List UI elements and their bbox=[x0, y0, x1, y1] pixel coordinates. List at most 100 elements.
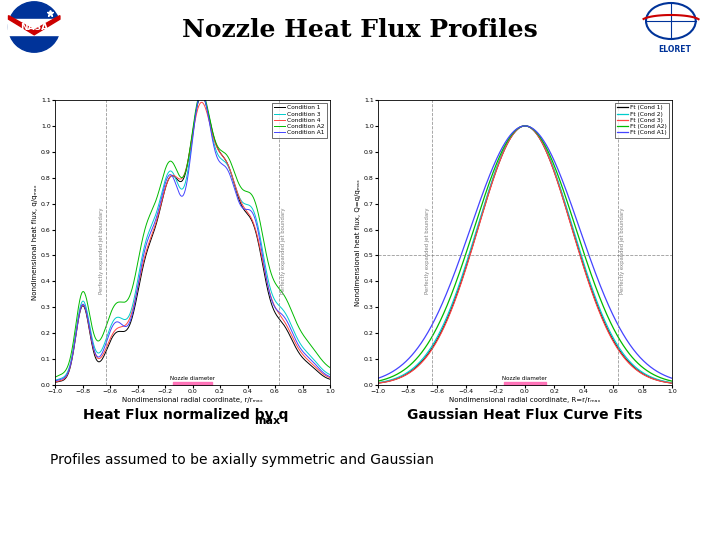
Ft (Cond A1) bbox=[595, 281, 604, 288]
Condition A2 bbox=[325, 364, 334, 371]
Condition 3 bbox=[235, 193, 243, 200]
Condition 3 bbox=[325, 372, 334, 378]
Condition 4 bbox=[99, 350, 108, 356]
Text: Perfectly expanded jet boundary: Perfectly expanded jet boundary bbox=[282, 207, 286, 294]
Ft (Cond 1) bbox=[374, 380, 382, 386]
Condition 3 bbox=[50, 377, 59, 383]
Ft (Cond 2) bbox=[521, 123, 529, 129]
Condition A1 bbox=[258, 252, 267, 259]
Ft (Cond A1) bbox=[507, 131, 516, 138]
Condition 1 bbox=[122, 327, 130, 334]
Condition 3 bbox=[197, 90, 206, 97]
Condition 3 bbox=[122, 316, 130, 323]
Text: Gaussian Heat Flux Curve Fits: Gaussian Heat Flux Curve Fits bbox=[408, 408, 643, 422]
Condition 4 bbox=[258, 257, 267, 264]
Ft (Cond 3) bbox=[547, 162, 556, 168]
Line: Condition 4: Condition 4 bbox=[55, 103, 330, 382]
Ft (Cond 1) bbox=[547, 161, 556, 168]
Condition A1 bbox=[235, 199, 243, 206]
Ft (Cond 2) bbox=[667, 380, 676, 386]
Condition A2 bbox=[213, 143, 222, 150]
Ft (Cond A2) bbox=[449, 286, 458, 292]
Line: Ft (Cond A2): Ft (Cond A2) bbox=[378, 126, 672, 381]
Condition 3 bbox=[213, 151, 222, 157]
Ft (Cond 3) bbox=[595, 310, 604, 316]
Ft (Cond 2) bbox=[426, 346, 434, 352]
Ft (Cond 3) bbox=[449, 301, 458, 308]
Text: Mars Science Laboratory: Mars Science Laboratory bbox=[4, 57, 107, 66]
Ft (Cond A2) bbox=[595, 295, 604, 301]
Condition 4 bbox=[325, 374, 334, 381]
Y-axis label: Nondimensional heat flux, Q=q/qₘₐₓ: Nondimensional heat flux, Q=q/qₘₐₓ bbox=[355, 179, 361, 306]
Text: Perfectly expanded jet boundary: Perfectly expanded jet boundary bbox=[99, 207, 104, 294]
Ft (Cond 3) bbox=[507, 134, 516, 140]
Condition 1 bbox=[213, 145, 222, 151]
Ft (Cond A2) bbox=[507, 132, 516, 139]
Condition A1 bbox=[122, 323, 130, 330]
Ft (Cond A2) bbox=[667, 378, 676, 384]
Legend: Condition 1, Condition 3, Condition 4, Condition A2, Condition A1: Condition 1, Condition 3, Condition 4, C… bbox=[272, 103, 327, 138]
Ft (Cond 1) bbox=[667, 380, 676, 386]
Ft (Cond 3) bbox=[521, 123, 529, 129]
Line: Ft (Cond 1): Ft (Cond 1) bbox=[378, 126, 672, 383]
Line: Ft (Cond 3): Ft (Cond 3) bbox=[378, 126, 672, 383]
Condition 1 bbox=[175, 178, 184, 185]
Condition A2 bbox=[99, 330, 108, 336]
Line: Condition 1: Condition 1 bbox=[55, 96, 330, 382]
Condition 1 bbox=[258, 261, 267, 267]
Ft (Cond A2) bbox=[547, 156, 556, 163]
Ft (Cond 3) bbox=[426, 349, 434, 355]
Text: Nozzle diameter: Nozzle diameter bbox=[503, 376, 547, 381]
Ft (Cond 2) bbox=[595, 306, 604, 312]
Ft (Cond 2) bbox=[449, 297, 458, 303]
Text: 15/23: 15/23 bbox=[693, 57, 716, 66]
Condition A2 bbox=[50, 374, 59, 381]
Condition 1 bbox=[99, 353, 108, 360]
Text: Perfectly expanded jet boundary: Perfectly expanded jet boundary bbox=[426, 207, 430, 294]
Ft (Cond 2) bbox=[374, 380, 382, 386]
FancyBboxPatch shape bbox=[9, 19, 60, 35]
Text: Perfectly expanded jet boundary: Perfectly expanded jet boundary bbox=[620, 207, 625, 294]
Condition 1 bbox=[235, 196, 243, 202]
Line: Condition A1: Condition A1 bbox=[55, 92, 330, 381]
Ft (Cond 2) bbox=[547, 160, 556, 167]
Ft (Cond A1) bbox=[521, 123, 529, 129]
Line: Ft (Cond A1): Ft (Cond A1) bbox=[378, 126, 672, 379]
Ft (Cond A1) bbox=[570, 212, 579, 218]
Condition A1 bbox=[325, 373, 334, 380]
Ft (Cond 3) bbox=[570, 235, 579, 241]
Line: Ft (Cond 2): Ft (Cond 2) bbox=[378, 126, 672, 383]
Ft (Cond 3) bbox=[667, 380, 676, 387]
Ft (Cond A1) bbox=[449, 272, 458, 279]
Condition 4 bbox=[197, 99, 206, 106]
Condition 4 bbox=[213, 145, 222, 152]
Text: Nozzle diameter: Nozzle diameter bbox=[170, 376, 215, 381]
Line: Condition 3: Condition 3 bbox=[55, 93, 330, 380]
Condition 1 bbox=[197, 93, 206, 99]
Ft (Cond 2) bbox=[570, 231, 579, 238]
Condition A2 bbox=[235, 181, 243, 187]
Condition 1 bbox=[50, 379, 59, 386]
Condition A1 bbox=[175, 191, 184, 197]
Ft (Cond 1) bbox=[449, 300, 458, 306]
Condition A2 bbox=[197, 89, 206, 96]
Condition A1 bbox=[197, 89, 206, 96]
Ft (Cond A1) bbox=[426, 325, 434, 332]
Ft (Cond A1) bbox=[667, 375, 676, 382]
Condition 4 bbox=[235, 194, 243, 200]
Ft (Cond A2) bbox=[374, 378, 382, 384]
Condition A1 bbox=[99, 347, 108, 353]
Ft (Cond A1) bbox=[547, 152, 556, 159]
Ft (Cond 2) bbox=[507, 133, 516, 140]
Condition A1 bbox=[50, 377, 59, 384]
Ft (Cond 1) bbox=[570, 234, 579, 240]
Ft (Cond A1) bbox=[374, 375, 382, 382]
Ft (Cond 1) bbox=[595, 309, 604, 315]
Ft (Cond 1) bbox=[426, 348, 434, 354]
Text: NASA: NASA bbox=[20, 23, 48, 31]
Condition 4 bbox=[50, 379, 59, 385]
Polygon shape bbox=[9, 16, 60, 35]
Legend: Ft (Cond 1), Ft (Cond 2), Ft (Cond 3), Ft (Cond A2), Ft (Cond A1): Ft (Cond 1), Ft (Cond 2), Ft (Cond 3), F… bbox=[615, 103, 669, 138]
Condition A2 bbox=[122, 299, 130, 305]
Ft (Cond A2) bbox=[570, 222, 579, 228]
